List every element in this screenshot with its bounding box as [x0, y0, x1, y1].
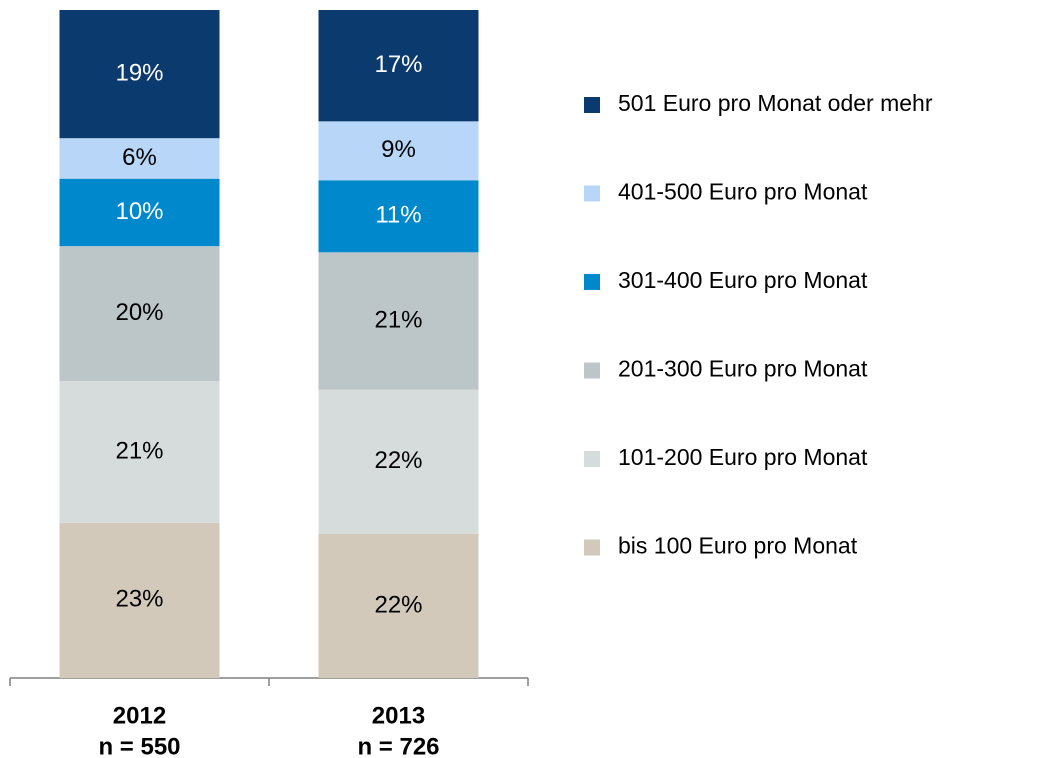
bar-segment: [59, 522, 220, 678]
bar-segment: [59, 138, 220, 179]
value-label: 11%: [375, 202, 421, 229]
bar-segment: [59, 10, 220, 139]
bar-segment: [318, 389, 479, 534]
legend-label: bis 100 Euro pro Monat: [618, 533, 858, 559]
value-label: 23%: [115, 586, 163, 613]
sample-size: n = 726: [357, 733, 439, 758]
sample-size: n = 550: [98, 733, 180, 758]
legend-swatch: [584, 274, 600, 290]
legend-swatch: [584, 185, 600, 202]
legend-label: 101-200 Euro pro Monat: [618, 444, 868, 470]
value-label: 17%: [374, 51, 422, 78]
legend-label: 201-300 Euro pro Monat: [618, 356, 868, 382]
value-label: 22%: [374, 447, 422, 474]
legend-swatch: [584, 451, 600, 467]
value-label: 21%: [374, 306, 422, 333]
value-label: 20%: [115, 299, 163, 326]
value-label: 22%: [374, 591, 422, 618]
bar-segment: [318, 10, 479, 122]
x-tick-label: 2013: [372, 702, 425, 729]
bar-segment: [59, 178, 220, 247]
legend-label: 501 Euro pro Monat oder mehr: [618, 90, 933, 116]
value-label: 9%: [381, 136, 416, 163]
legend-label: 301-400 Euro pro Monat: [618, 267, 868, 293]
bar-segment: [318, 121, 479, 181]
bar-segment: [318, 180, 479, 253]
bar-segment: [318, 533, 479, 678]
value-label: 21%: [115, 437, 163, 464]
legend-swatch: [584, 362, 600, 379]
x-tick-label: 2012: [113, 702, 166, 729]
legend-swatch: [584, 97, 600, 113]
value-label: 10%: [115, 198, 163, 225]
legend-label: 401-500 Euro pro Monat: [618, 179, 868, 205]
bar-segment: [318, 252, 479, 390]
bar-segment: [59, 381, 220, 523]
value-label: 19%: [115, 59, 163, 86]
legend-swatch: [584, 539, 600, 556]
bar-segment: [59, 246, 220, 382]
value-label: 6%: [122, 144, 157, 171]
